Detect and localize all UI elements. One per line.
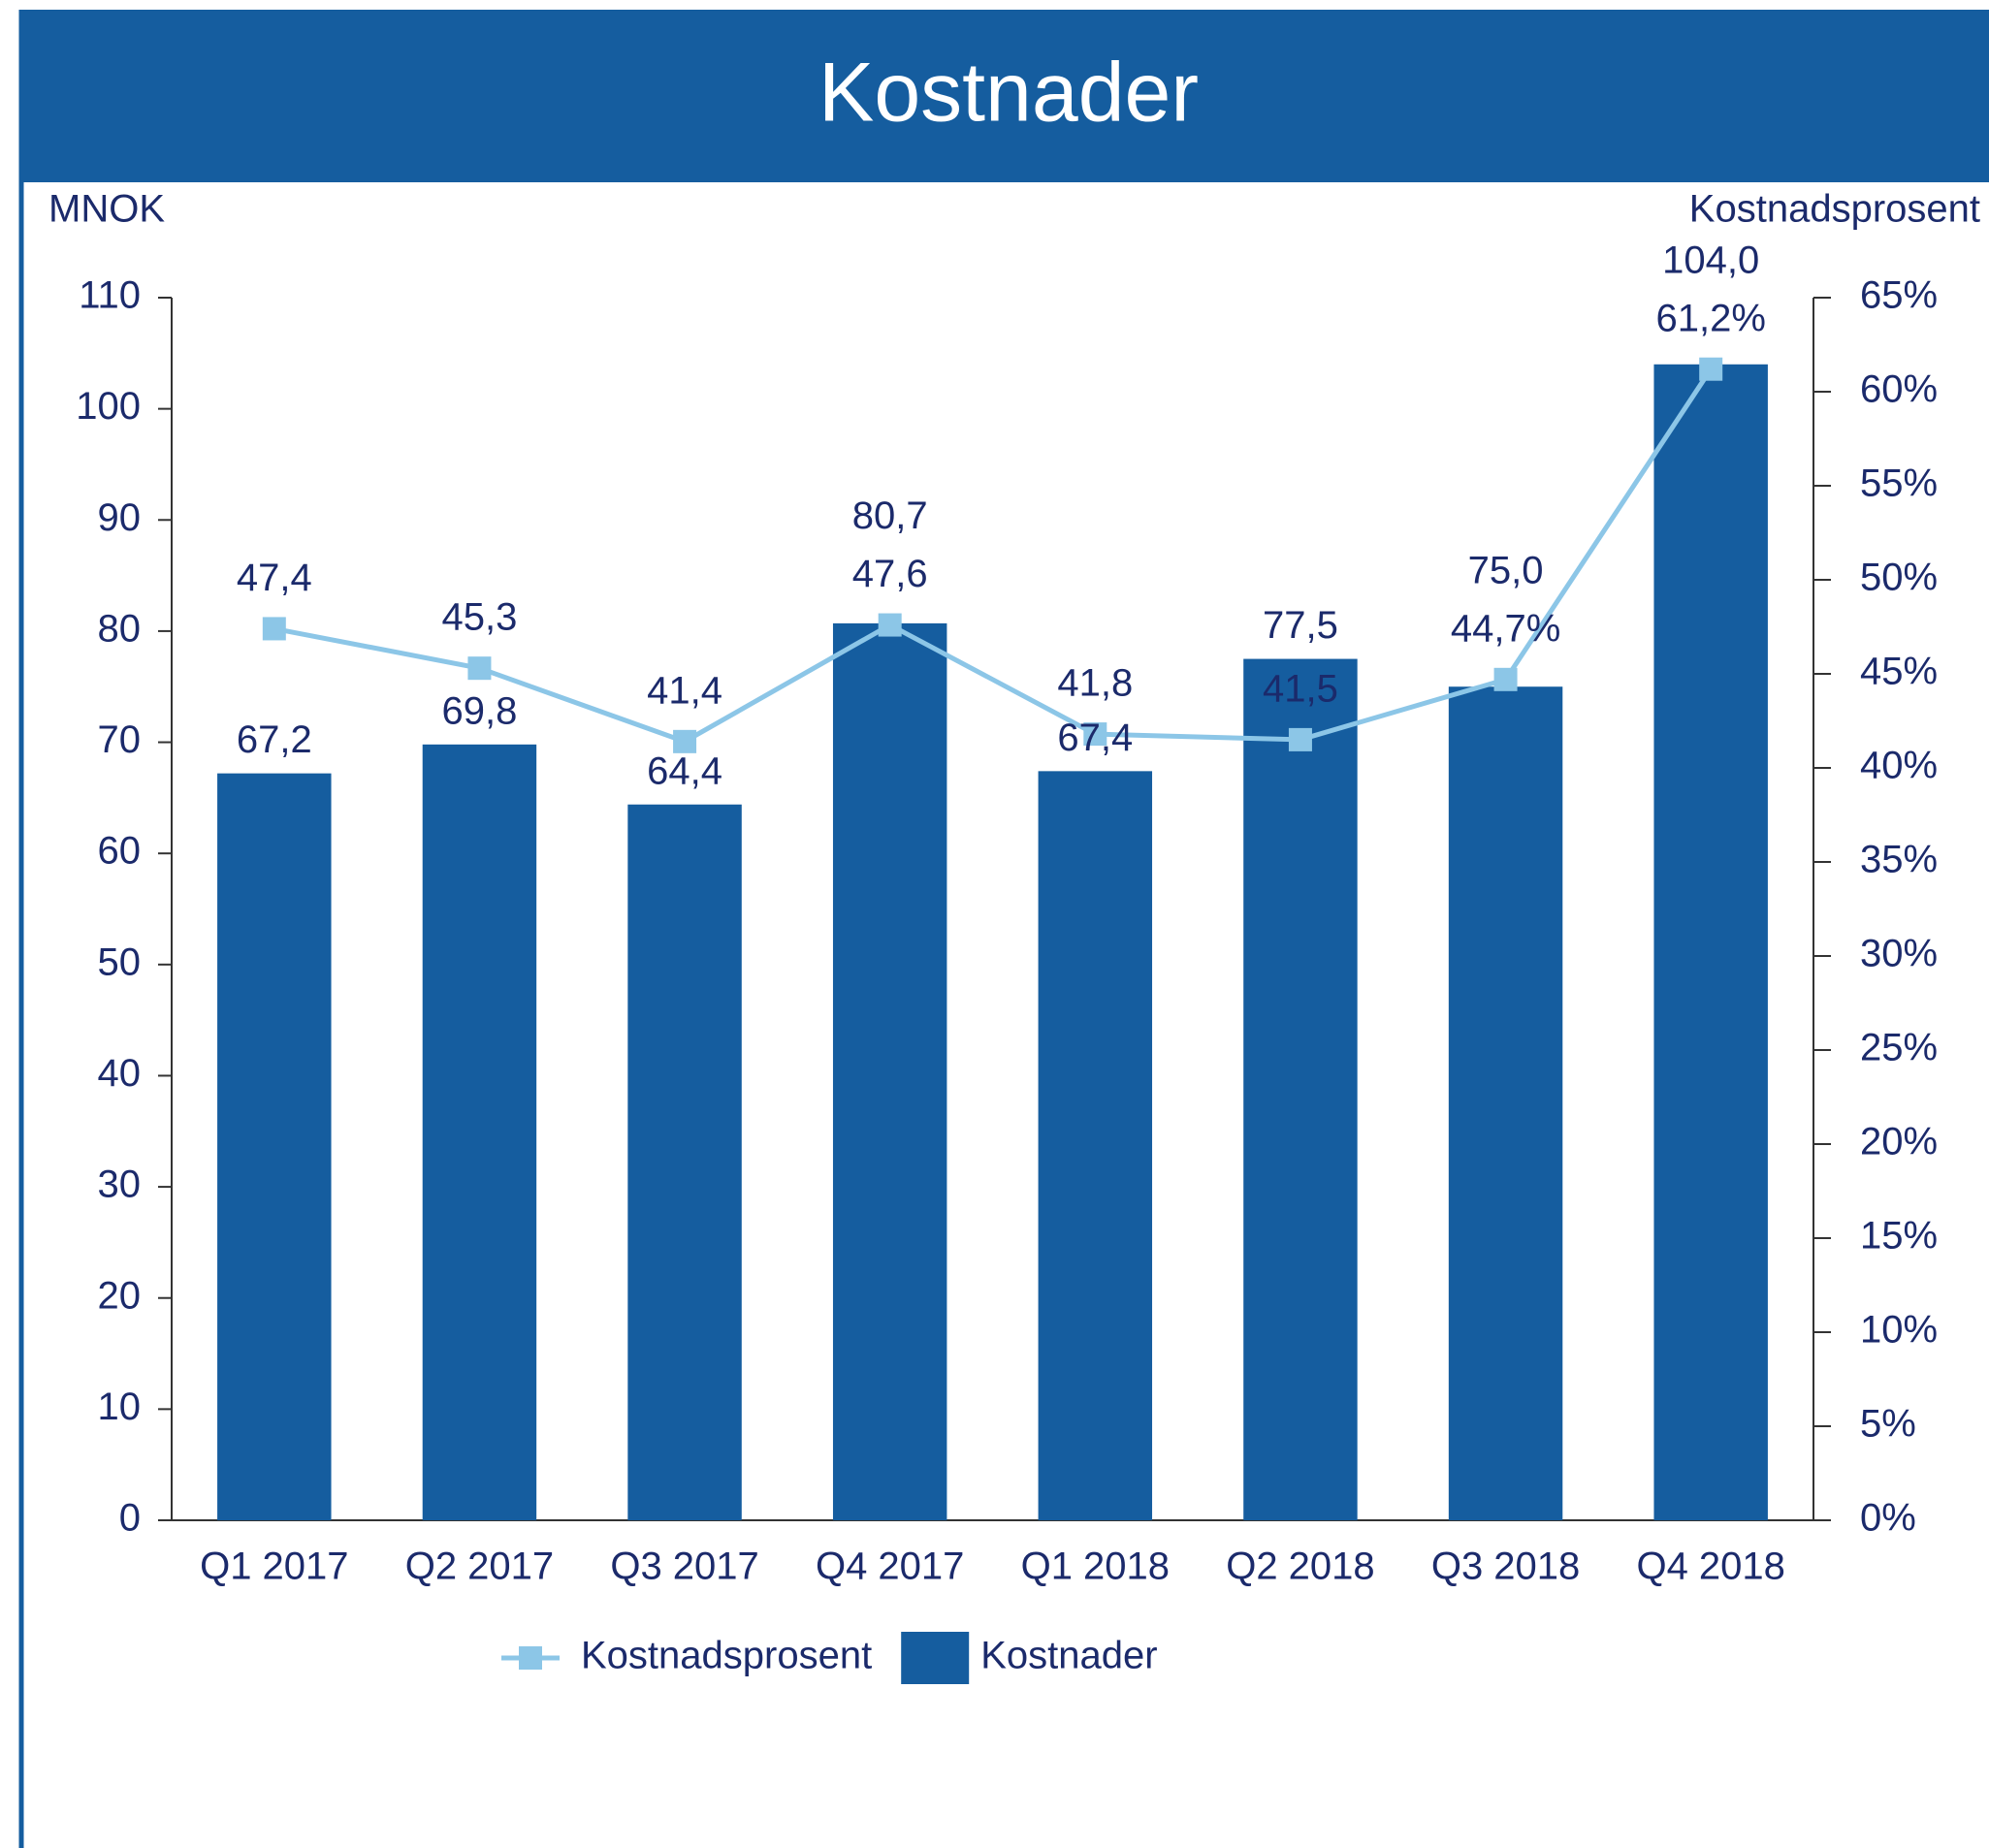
y2-tick-label: 55% <box>1860 462 1938 505</box>
line-value-label: 47,4 <box>237 557 312 599</box>
line <box>273 367 1714 745</box>
line-value-label: 41,5 <box>1263 667 1338 710</box>
x-tick-label: Q4 2018 <box>1636 1545 1784 1588</box>
line-value-label: 47,6 <box>852 553 928 595</box>
x-tick-label: Q1 2017 <box>200 1545 348 1588</box>
marker <box>1083 722 1107 747</box>
y2-tick-label: 60% <box>1860 368 1938 411</box>
legend-swatch <box>901 1632 970 1684</box>
y-tick-label: 110 <box>79 274 141 317</box>
line-value-label: 61,2% <box>1655 297 1765 339</box>
bar-value-label: 80,7 <box>852 494 928 537</box>
bar-value-label: 69,8 <box>442 689 518 732</box>
x-tick-label: Q3 2018 <box>1431 1545 1580 1588</box>
y2-tick-label: 10% <box>1860 1309 1938 1352</box>
bar <box>832 622 947 1520</box>
legend-label: Kostnadsprosent <box>581 1635 872 1677</box>
title-band <box>19 10 1989 182</box>
y-tick-label: 30 <box>98 1163 142 1206</box>
y2-tick-label: 45% <box>1860 651 1938 693</box>
x-tick-label: Q2 2017 <box>405 1545 554 1588</box>
bar <box>1243 658 1358 1520</box>
y-tick-label: 100 <box>76 385 141 428</box>
bar <box>1038 771 1153 1520</box>
y2-tick-label: 40% <box>1860 745 1938 787</box>
y2-tick-label: 0% <box>1860 1497 1916 1540</box>
y2-tick-label: 30% <box>1860 933 1938 975</box>
bar-value-label: 67,2 <box>237 718 312 761</box>
line-value-label: 41,8 <box>1057 662 1133 705</box>
y-tick-label: 40 <box>98 1052 142 1095</box>
marker <box>1493 667 1518 691</box>
bar-value-label: 75,0 <box>1468 549 1544 591</box>
y-axis-title: MNOK <box>48 188 165 231</box>
y-tick-label: 50 <box>98 940 142 983</box>
marker <box>467 656 492 681</box>
y-tick-label: 10 <box>98 1386 142 1428</box>
line-value-label: 44,7% <box>1451 607 1560 650</box>
y-tick-label: 60 <box>98 830 142 873</box>
marker <box>878 613 902 637</box>
chart-title: Kostnader <box>818 47 1199 140</box>
bar <box>1653 364 1768 1520</box>
y2-tick-label: 5% <box>1860 1403 1916 1446</box>
marker <box>262 617 286 641</box>
bar <box>627 804 742 1520</box>
y2-tick-label: 50% <box>1860 557 1938 599</box>
y-tick-label: 0 <box>119 1497 141 1540</box>
x-tick-label: Q3 2017 <box>610 1545 758 1588</box>
y-tick-label: 20 <box>98 1274 142 1317</box>
marker <box>1699 357 1723 381</box>
y2-tick-label: 15% <box>1860 1215 1938 1258</box>
legend-label: Kostnader <box>980 1635 1157 1677</box>
bar <box>422 744 537 1520</box>
marker <box>1288 727 1312 751</box>
bar <box>217 773 332 1520</box>
y2-tick-label: 25% <box>1860 1027 1938 1069</box>
legend-marker <box>519 1646 542 1670</box>
bar-value-label: 77,5 <box>1263 604 1338 647</box>
x-tick-label: Q2 2018 <box>1226 1545 1374 1588</box>
x-tick-label: Q1 2018 <box>1021 1545 1170 1588</box>
y-tick-label: 80 <box>98 607 142 650</box>
line-value-label: 41,4 <box>647 669 722 712</box>
y-tick-label: 90 <box>98 496 142 539</box>
y2-tick-label: 35% <box>1860 839 1938 881</box>
line-value-label: 45,3 <box>442 596 518 639</box>
marker <box>673 729 697 753</box>
y2-axis-title: Kostnadsprosent <box>1689 188 1980 231</box>
y2-tick-label: 65% <box>1860 274 1938 317</box>
bar-value-label: 104,0 <box>1662 239 1759 281</box>
x-tick-label: Q4 2017 <box>816 1545 964 1588</box>
y-tick-label: 70 <box>98 718 142 761</box>
bar-value-label: 64,4 <box>647 749 722 792</box>
y2-tick-label: 20% <box>1860 1121 1938 1163</box>
bar-value-label: 67,4 <box>1057 717 1133 759</box>
bar <box>1448 686 1563 1520</box>
